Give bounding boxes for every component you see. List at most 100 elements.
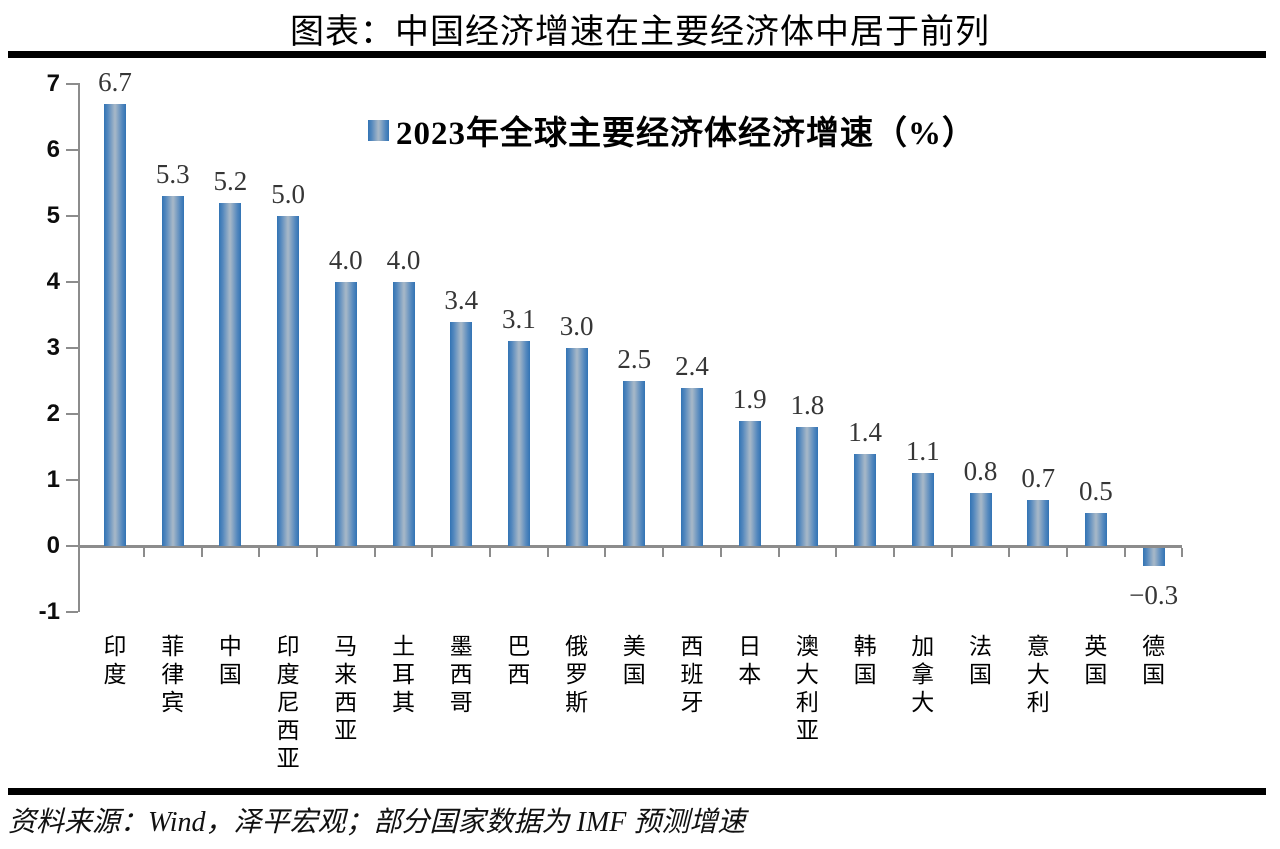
x-axis-tick-mark xyxy=(719,548,722,557)
category-label: 土耳其 xyxy=(392,634,415,715)
category-label: 俄罗斯 xyxy=(565,634,589,715)
y-axis-tick-label: 4 xyxy=(46,268,60,295)
x-axis-tick-mark xyxy=(258,548,261,557)
y-tick-mark xyxy=(66,149,78,151)
y-tick-mark xyxy=(66,347,78,349)
y-axis-tick-label: 7 xyxy=(46,70,60,97)
bar-value-label: 0.5 xyxy=(1079,476,1113,506)
category-label: 日本 xyxy=(738,634,762,687)
source-note: 资料来源：Wind，泽平宏观；部分国家数据为 IMF 预测增速 xyxy=(8,807,746,838)
bar xyxy=(969,493,992,546)
bar xyxy=(565,348,588,546)
bar-value-label: 1.1 xyxy=(905,436,940,467)
bar-value-label: 5.0 xyxy=(271,179,305,209)
category-label: 加拿大 xyxy=(911,634,935,715)
bar xyxy=(392,282,415,546)
bar-value-label: 6.7 xyxy=(98,66,132,97)
category-label: 韩国 xyxy=(853,634,877,687)
bar xyxy=(104,103,126,546)
category-label: 印度尼西亚 xyxy=(276,634,300,771)
bar xyxy=(450,321,473,546)
category-label: 德国 xyxy=(1142,634,1166,687)
y-tick-mark xyxy=(66,83,78,85)
x-axis-tick-mark xyxy=(892,548,895,557)
bar xyxy=(911,473,934,546)
bar xyxy=(161,196,184,546)
category-label: 墨西哥 xyxy=(449,634,473,715)
bar-value-label: 3.1 xyxy=(502,304,536,335)
y-axis-tick-label: 0 xyxy=(46,532,60,559)
y-axis-tick-label: 5 xyxy=(46,202,60,229)
legend-label: 2023年全球主要经济体经济增速（%） xyxy=(396,116,976,152)
x-axis-tick-mark xyxy=(1008,548,1011,557)
bar-value-label: 1.9 xyxy=(732,383,767,414)
legend: 2023年全球主要经济体经济增速（%） xyxy=(368,106,976,154)
bar-value-label: 4.0 xyxy=(328,245,363,275)
x-axis-tick-mark xyxy=(489,548,492,557)
bar-value-label: 3.0 xyxy=(559,311,594,341)
x-axis-tick-mark xyxy=(546,548,549,557)
category-label: 美国 xyxy=(622,634,646,687)
bar-value-label: 0.7 xyxy=(1021,462,1056,493)
category-label: 英国 xyxy=(1084,634,1108,687)
bar xyxy=(277,216,300,546)
bar xyxy=(854,453,877,546)
x-axis-tick-mark xyxy=(1066,548,1069,557)
y-tick-mark xyxy=(66,545,78,547)
y-axis-line xyxy=(78,83,80,612)
bar xyxy=(1084,513,1107,546)
category-label: 马来西亚 xyxy=(334,634,358,743)
bar-value-label: 0.8 xyxy=(963,456,998,487)
y-axis-tick-label: -1 xyxy=(38,598,60,625)
x-axis-tick-mark xyxy=(835,548,838,557)
category-label: 西班牙 xyxy=(680,634,704,715)
x-axis-tick-mark xyxy=(777,548,780,557)
bar-value-label: 2.5 xyxy=(617,344,652,374)
x-axis-tick-mark xyxy=(1123,548,1126,557)
bar-value-label: 1.4 xyxy=(848,416,882,447)
y-axis-tick-label: 1 xyxy=(46,466,60,493)
bar xyxy=(796,427,819,546)
y-axis-tick-label: 3 xyxy=(46,334,60,361)
x-axis-tick-mark xyxy=(431,548,434,557)
bar-value-label: 2.4 xyxy=(675,350,709,381)
x-axis-tick-mark xyxy=(142,548,145,557)
bar xyxy=(738,420,761,546)
bar-value-label: 4.0 xyxy=(386,245,421,275)
top-rule xyxy=(8,51,1266,58)
y-tick-mark xyxy=(66,479,78,481)
y-tick-mark xyxy=(66,215,78,217)
bar xyxy=(334,282,357,546)
category-label: 巴西 xyxy=(507,634,531,687)
y-tick-mark xyxy=(66,281,78,283)
category-label: 法国 xyxy=(969,634,992,687)
x-axis-tick-mark xyxy=(662,548,665,557)
x-axis-tick-mark xyxy=(315,548,318,557)
bar-value-label: 5.2 xyxy=(213,165,248,196)
category-label: 澳大利亚 xyxy=(795,634,819,743)
x-axis-tick-mark xyxy=(200,548,203,557)
bar xyxy=(1027,499,1050,546)
category-label: 菲律宾 xyxy=(161,634,185,715)
y-axis-tick-label: 6 xyxy=(46,136,60,163)
x-axis-tick-mark xyxy=(373,548,376,557)
bar xyxy=(681,387,703,546)
x-axis-tick-mark xyxy=(604,548,607,557)
category-label: 中国 xyxy=(218,634,242,687)
y-tick-mark xyxy=(66,611,78,613)
category-label: 印度 xyxy=(103,634,127,687)
bar-value-label: −0.3 xyxy=(1129,579,1179,610)
x-axis-tick-mark xyxy=(1181,548,1184,557)
bottom-rule xyxy=(8,788,1266,795)
bar xyxy=(219,202,242,546)
x-axis-tick-mark xyxy=(950,548,953,557)
bar xyxy=(507,341,530,546)
y-axis-tick-label: 2 xyxy=(46,400,60,427)
legend-marker-icon xyxy=(368,119,389,141)
bar xyxy=(1142,548,1165,566)
y-tick-mark xyxy=(66,413,78,415)
chart-title: 图表：中国经济增速在主要经济体中居于前列 xyxy=(290,14,990,51)
bar-value-label: 1.8 xyxy=(790,390,825,421)
category-label: 意大利 xyxy=(1026,634,1050,715)
